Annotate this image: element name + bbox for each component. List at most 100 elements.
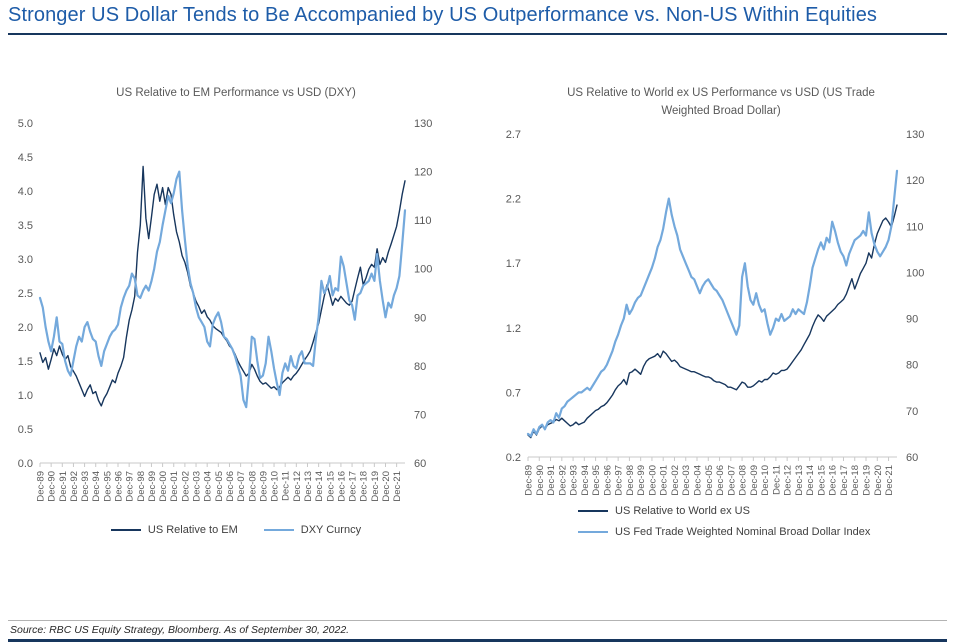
svg-text:Dec-02: Dec-02 — [670, 465, 681, 496]
legend-item: DXY Curncy — [263, 524, 361, 536]
svg-text:Dec-18: Dec-18 — [850, 465, 861, 496]
svg-text:Dec-05: Dec-05 — [214, 471, 225, 502]
svg-text:Dec-14: Dec-14 — [314, 471, 325, 502]
svg-text:80: 80 — [414, 361, 426, 373]
svg-text:2.2: 2.2 — [506, 194, 521, 206]
svg-text:Dec-11: Dec-11 — [281, 471, 292, 501]
svg-text:Dec-02: Dec-02 — [180, 471, 191, 502]
svg-text:Dec-89: Dec-89 — [524, 465, 535, 496]
svg-text:Dec-91: Dec-91 — [58, 471, 69, 502]
svg-text:Dec-13: Dec-13 — [794, 465, 805, 496]
right-chart-canvas: 0.2 0.7 1.2 1.7 2.2 2.7 60 70 80 90 100 110 120 130 De… — [506, 129, 925, 496]
svg-text:Dec-15: Dec-15 — [816, 465, 827, 496]
svg-text:90: 90 — [906, 314, 918, 326]
svg-text:Dec-11: Dec-11 — [771, 465, 782, 495]
svg-text:Dec-00: Dec-00 — [158, 471, 169, 502]
svg-text:Dec-19: Dec-19 — [862, 465, 873, 496]
svg-text:Dec-90: Dec-90 — [535, 465, 546, 496]
svg-text:Dec-17: Dec-17 — [839, 465, 850, 496]
svg-text:Dec-99: Dec-99 — [636, 465, 647, 496]
svg-text:Dec-93: Dec-93 — [80, 471, 91, 502]
page-title: Stronger US Dollar Tends to Be Accompani… — [8, 4, 878, 26]
svg-text:Dec-04: Dec-04 — [203, 471, 214, 502]
svg-text:Dec-99: Dec-99 — [147, 471, 158, 502]
svg-text:Dec-91: Dec-91 — [546, 465, 557, 496]
svg-text:110: 110 — [414, 215, 432, 227]
svg-text:Dec-08: Dec-08 — [738, 465, 749, 496]
svg-text:Dec-05: Dec-05 — [704, 465, 715, 496]
svg-text:Dec-10: Dec-10 — [270, 471, 281, 502]
svg-text:Dec-03: Dec-03 — [192, 471, 203, 502]
svg-text:1.0: 1.0 — [18, 390, 33, 402]
navy-line-sample-icon — [578, 510, 608, 512]
svg-text:100: 100 — [414, 264, 432, 276]
svg-text:Dec-94: Dec-94 — [91, 471, 102, 502]
svg-text:0.7: 0.7 — [506, 387, 521, 399]
svg-text:Dec-89: Dec-89 — [36, 471, 47, 502]
svg-text:Dec-06: Dec-06 — [715, 465, 726, 496]
svg-text:Dec-21: Dec-21 — [392, 471, 403, 502]
legend-item: US Relative to EM — [110, 524, 238, 536]
svg-text:4.5: 4.5 — [18, 152, 33, 164]
svg-text:Dec-97: Dec-97 — [614, 465, 625, 496]
svg-text:Dec-03: Dec-03 — [681, 465, 692, 496]
left-chart-title: US Relative to EM Performance vs USD (DX… — [116, 87, 356, 99]
svg-text:1.2: 1.2 — [506, 323, 521, 335]
blue-line-sample-icon — [263, 529, 294, 531]
svg-text:Dec-98: Dec-98 — [136, 471, 147, 502]
svg-text:100: 100 — [906, 267, 924, 279]
legend-item: US Fed Trade Weighted Nominal Broad Doll… — [578, 526, 870, 538]
svg-text:Dec-13: Dec-13 — [303, 471, 314, 502]
svg-text:Dec-06: Dec-06 — [225, 471, 236, 502]
svg-text:3.5: 3.5 — [18, 220, 33, 232]
legend-label: US Relative to World ex US — [615, 505, 750, 517]
svg-text:Dec-97: Dec-97 — [125, 471, 136, 502]
legend-label: US Relative to EM — [147, 524, 238, 536]
svg-text:Dec-01: Dec-01 — [169, 471, 180, 502]
svg-text:Dec-90: Dec-90 — [47, 471, 58, 502]
svg-text:Dec-21: Dec-21 — [884, 465, 895, 496]
svg-text:Dec-96: Dec-96 — [114, 471, 125, 502]
legend-label: US Fed Trade Weighted Nominal Broad Doll… — [615, 526, 871, 538]
svg-text:Dec-17: Dec-17 — [348, 471, 359, 502]
svg-text:4.0: 4.0 — [18, 186, 33, 198]
svg-text:Dec-95: Dec-95 — [102, 471, 113, 502]
svg-text:5.0: 5.0 — [18, 118, 33, 130]
svg-text:90: 90 — [414, 312, 426, 324]
svg-text:Dec-14: Dec-14 — [805, 465, 816, 496]
svg-text:Dec-19: Dec-19 — [370, 471, 381, 502]
footer-bottom-rule — [8, 639, 947, 642]
svg-text:80: 80 — [906, 360, 918, 372]
svg-text:Dec-20: Dec-20 — [381, 471, 392, 502]
right-chart-legend: US Relative to World ex US US Fed Trade … — [578, 505, 870, 538]
svg-text:120: 120 — [414, 167, 432, 179]
svg-text:1.5: 1.5 — [18, 356, 33, 368]
legend-item: US Relative to World ex US — [578, 505, 870, 517]
title-underline-rule — [8, 33, 947, 35]
svg-text:130: 130 — [414, 118, 432, 130]
svg-text:Dec-95: Dec-95 — [591, 465, 602, 496]
source-note: Source: RBC US Equity Strategy, Bloomber… — [10, 624, 350, 636]
right-chart: 0.2 0.7 1.2 1.7 2.2 2.7 60 70 80 90 100 110 120 130 De… — [495, 78, 955, 526]
svg-text:Dec-07: Dec-07 — [236, 471, 247, 502]
svg-text:Dec-94: Dec-94 — [580, 465, 591, 496]
svg-text:Dec-12: Dec-12 — [292, 471, 303, 502]
svg-text:Dec-15: Dec-15 — [325, 471, 336, 502]
svg-text:Dec-93: Dec-93 — [569, 465, 580, 496]
svg-text:2.5: 2.5 — [18, 288, 33, 300]
svg-text:Dec-01: Dec-01 — [659, 465, 670, 496]
svg-text:0.0: 0.0 — [18, 458, 33, 470]
svg-text:0.5: 0.5 — [18, 424, 33, 436]
svg-text:Dec-20: Dec-20 — [873, 465, 884, 496]
svg-text:Dec-10: Dec-10 — [760, 465, 771, 496]
svg-text:120: 120 — [906, 175, 924, 187]
svg-text:130: 130 — [906, 129, 924, 141]
svg-text:60: 60 — [414, 458, 426, 470]
navy-line-sample-icon — [110, 529, 141, 531]
svg-text:Dec-09: Dec-09 — [749, 465, 760, 496]
svg-text:3.0: 3.0 — [18, 254, 33, 266]
svg-text:70: 70 — [414, 409, 426, 421]
svg-text:2.0: 2.0 — [18, 322, 33, 334]
svg-text:110: 110 — [906, 221, 924, 233]
